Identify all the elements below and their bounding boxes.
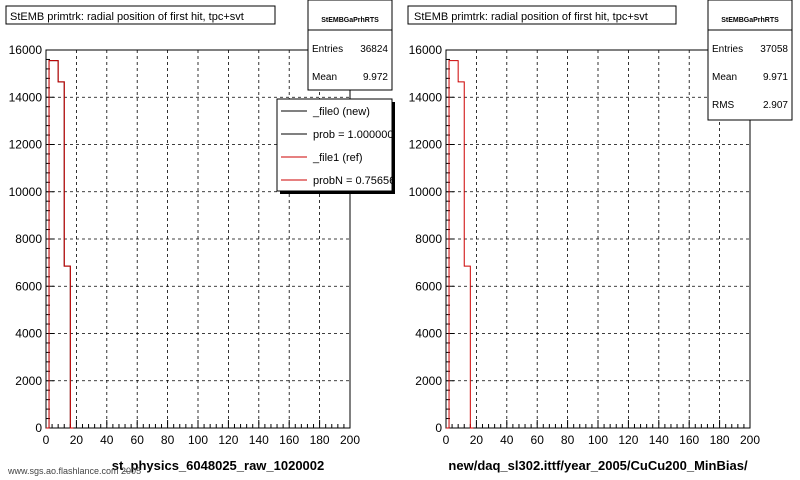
y-tick-label: 6000 — [15, 279, 42, 293]
stats-value: 36824 — [360, 44, 388, 55]
histogram-series-0 — [446, 60, 474, 429]
x-tick-label: 200 — [340, 433, 360, 447]
stats-value: 9.971 — [763, 72, 788, 83]
y-tick-label: 2000 — [15, 374, 42, 388]
x-tick-label: 0 — [43, 433, 50, 447]
y-tick-label: 10000 — [409, 185, 443, 199]
y-tick-label: 10000 — [9, 185, 43, 199]
x-tick-label: 0 — [443, 433, 450, 447]
stats-box — [707, 0, 793, 121]
y-tick-label: 4000 — [415, 327, 442, 341]
x-tick-label: 120 — [218, 433, 238, 447]
y-tick-label: 14000 — [409, 90, 443, 104]
x-tick-label: 20 — [470, 433, 484, 447]
x-tick-label: 200 — [740, 433, 760, 447]
stats-label: Entries — [712, 44, 743, 55]
chart-title-box — [5, 5, 276, 25]
x-tick-label: 80 — [161, 433, 175, 447]
legend-entries: _file0 (new) prob = 1.000000 _file1 (ref) p… — [281, 106, 401, 187]
y-tick-label: 16000 — [9, 43, 43, 57]
footer-text: www.sgs.ao.flashlance.com 2005 — [8, 466, 142, 476]
x-tick-label: 100 — [188, 433, 208, 447]
stats-value: 2.907 — [763, 100, 788, 111]
legend-label: _file0 (new) — [312, 106, 370, 118]
legend-label: prob = 1.000000 — [313, 129, 393, 141]
stats-name: StEMBGaPrhRTS — [321, 17, 379, 24]
stats-name: StEMBGaPrhRTS — [721, 17, 779, 24]
chart-title: StEMB primtrk: radial position of first … — [10, 11, 244, 23]
grid-lines — [46, 49, 350, 428]
x-tick-label: 180 — [310, 433, 330, 447]
x-tick-label: 40 — [100, 433, 114, 447]
x-tick-label: 140 — [249, 433, 269, 447]
y-tick-label: 6000 — [415, 279, 442, 293]
x-tick-label: 20 — [70, 433, 84, 447]
stats-label: Mean — [712, 72, 737, 83]
y-tick-label: 2000 — [415, 374, 442, 388]
x-tick-label: 40 — [500, 433, 514, 447]
x-tick-label: 160 — [279, 433, 299, 447]
histogram-right-svg: 0 20 40 60 80 100 120 140 160 180 2000200040006000… — [407, 0, 793, 473]
legend-label: _file1 (ref) — [312, 152, 363, 164]
y-tick-label: 0 — [35, 421, 42, 435]
y-tick-label: 12000 — [409, 138, 443, 152]
y-tick-label: 0 — [435, 421, 442, 435]
x-axis-label: st_physics_6048025_raw_1020002 — [112, 458, 325, 473]
histogram-pad-left: 0 20 40 60 80 100 120 140 160 180 200 0 2000 4000 6000… — [5, 0, 401, 473]
histogram-left-svg: 0 20 40 60 80 100 120 140 160 180 2000200040006000… — [5, 0, 401, 473]
stats-box — [307, 0, 393, 91]
stats-label: Mean — [312, 72, 337, 83]
histogram-series-1 — [46, 60, 74, 429]
y-tick-label: 8000 — [415, 232, 442, 246]
stats-value: 37058 — [760, 44, 788, 55]
x-tick-label: 60 — [131, 433, 145, 447]
histogram-pad-right: 0 20 40 60 80 100 120 140 160 180 200 0 2000 4000 6000… — [400, 0, 800, 480]
y-tick-label: 16000 — [409, 43, 443, 57]
stats-label: Entries — [312, 44, 343, 55]
stats-label: RMS — [712, 100, 735, 111]
y-tick-label: 14000 — [9, 90, 43, 104]
x-tick-label: 60 — [531, 433, 545, 447]
chart-title-box — [407, 5, 677, 25]
y-tick-label: 12000 — [9, 138, 43, 152]
chart-title: StEMB primtrk: radial position of first … — [414, 11, 648, 23]
legend-label: probN = 0.756566 — [313, 175, 401, 187]
legend-box — [276, 98, 393, 192]
x-tick-label: 120 — [618, 433, 638, 447]
stats-value: 9.972 — [363, 72, 388, 83]
y-tick-label: 4000 — [15, 327, 42, 341]
y-tick-label: 8000 — [15, 232, 42, 246]
x-tick-label: 140 — [649, 433, 669, 447]
x-tick-label: 80 — [561, 433, 575, 447]
x-tick-label: 160 — [679, 433, 699, 447]
x-tick-label: 100 — [588, 433, 608, 447]
x-tick-label: 180 — [710, 433, 730, 447]
x-axis-label: new/daq_sl302.ittf/year_2005/CuCu200_Min… — [448, 458, 748, 473]
